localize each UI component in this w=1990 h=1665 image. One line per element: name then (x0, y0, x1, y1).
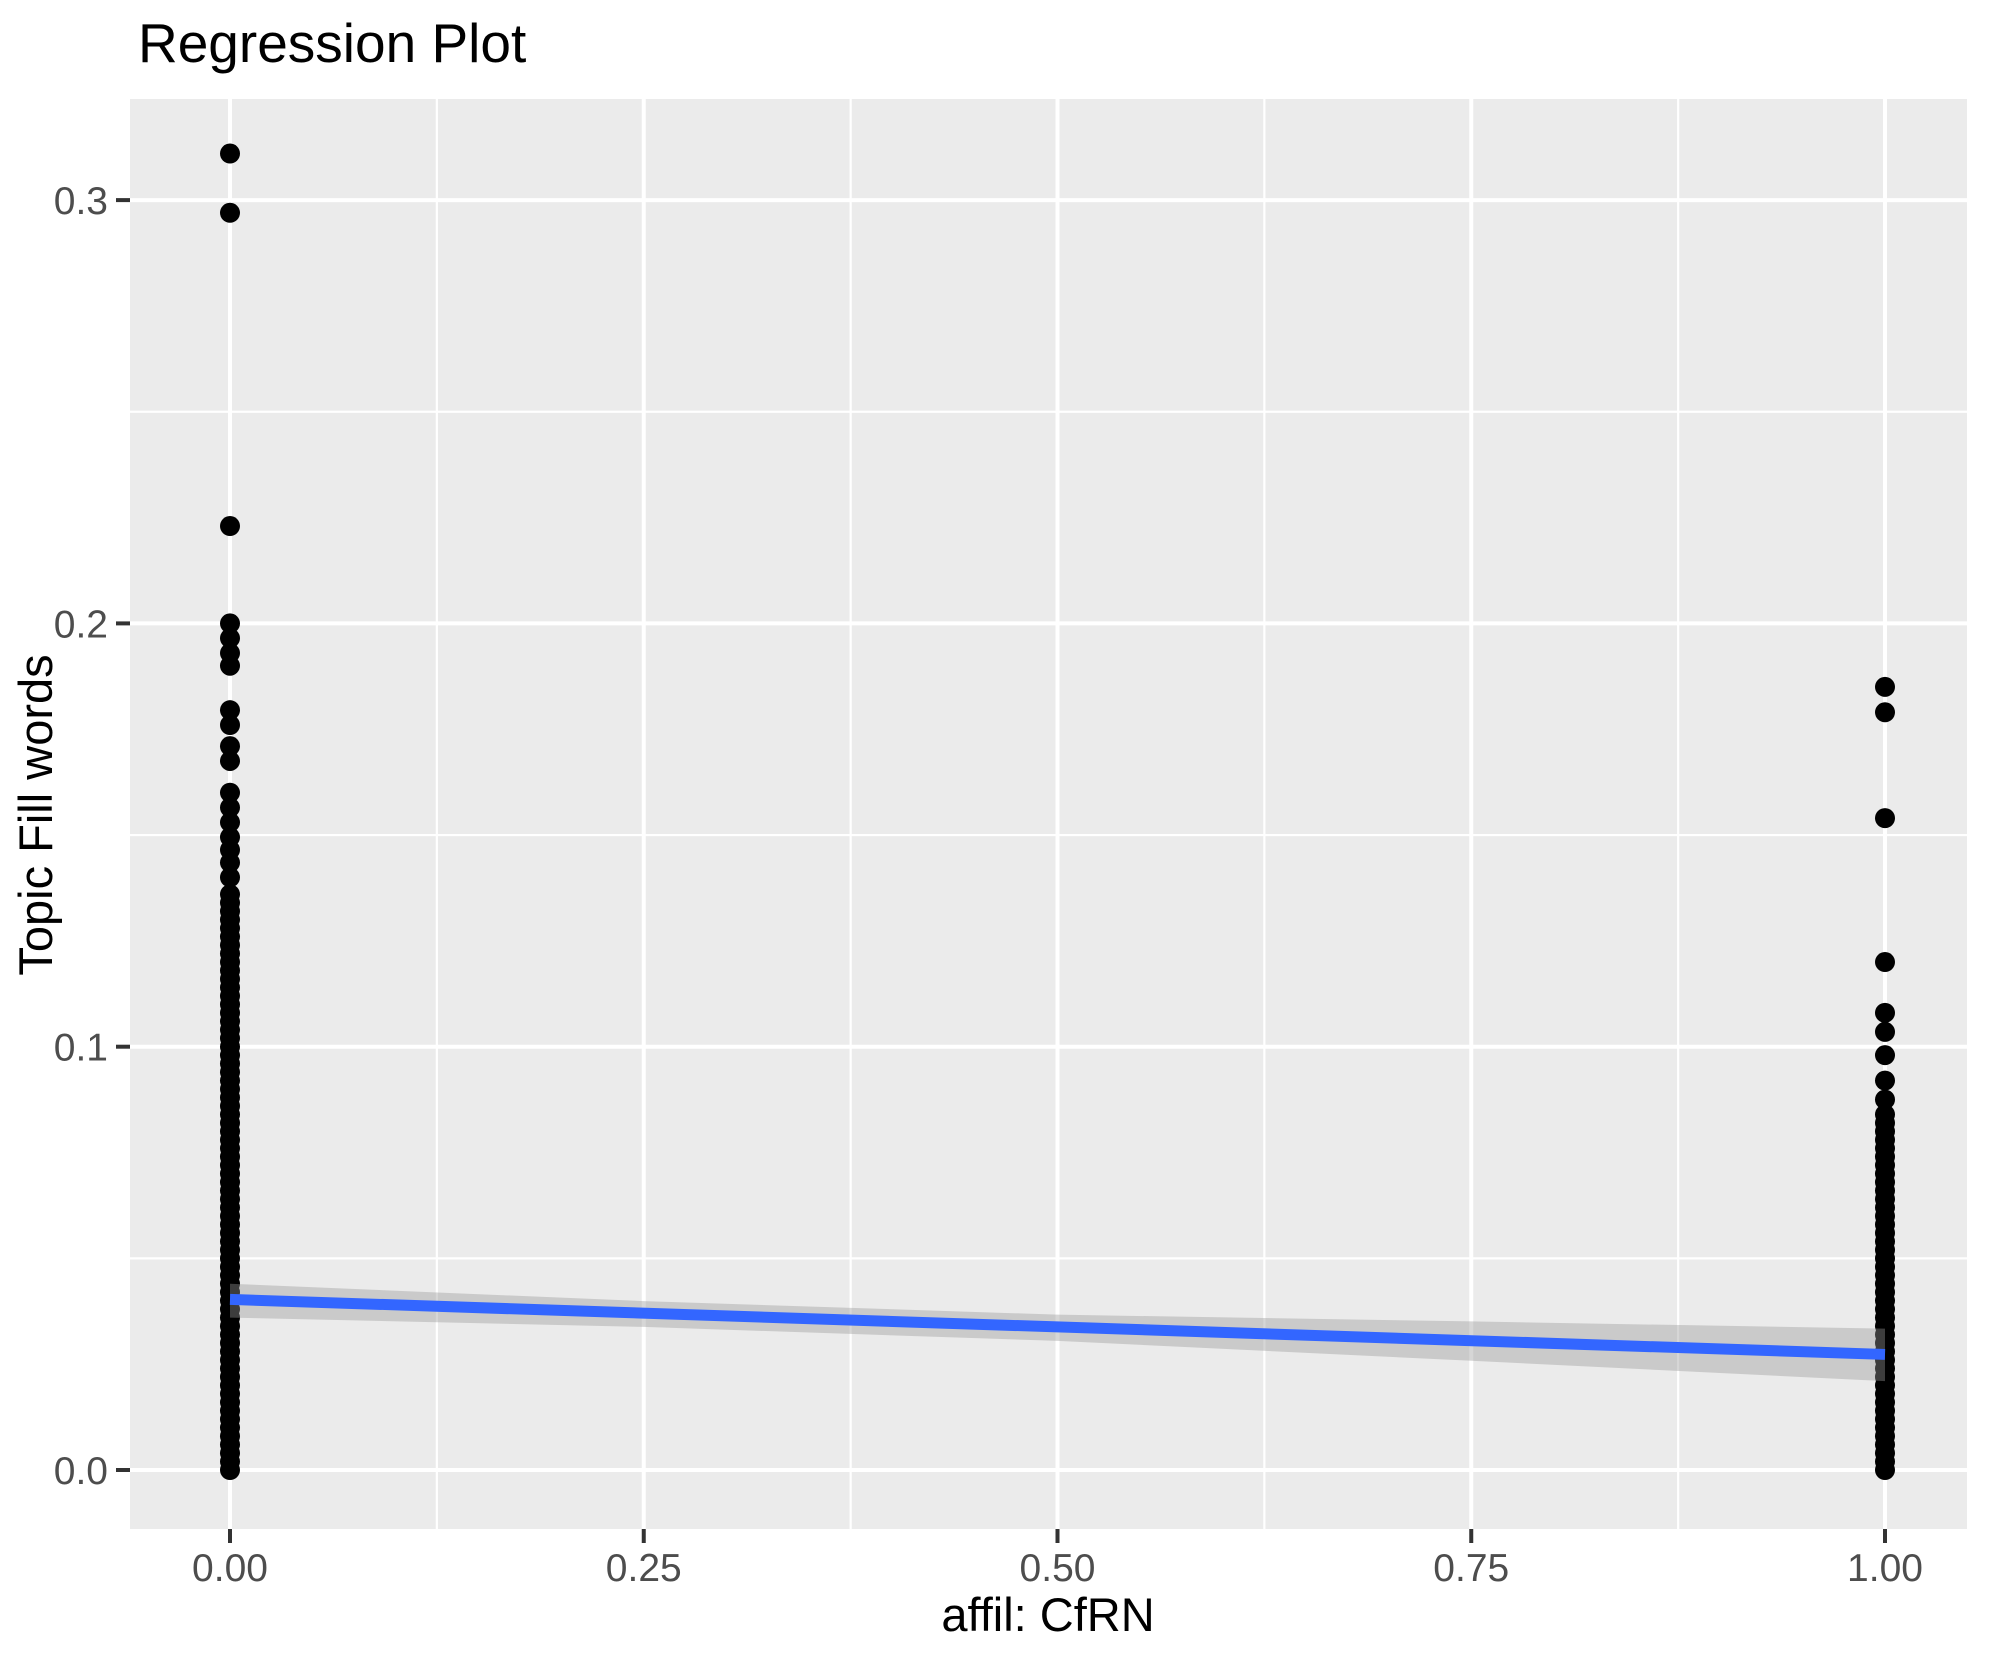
y-tick-label: 0.3 (54, 180, 108, 223)
data-point (220, 714, 240, 735)
regression-layer (229, 1283, 1886, 1382)
data-point (1875, 1104, 1895, 1125)
data-point (220, 202, 240, 223)
y-tick-label: 0.2 (54, 603, 108, 646)
data-point (1875, 676, 1895, 697)
y-axis-title: Topic Fill words (9, 654, 62, 975)
data-point (1875, 702, 1895, 723)
plot-title: Regression Plot (138, 12, 526, 74)
data-point (1875, 1045, 1895, 1066)
x-tick-label: 0.50 (1020, 1547, 1096, 1590)
data-point (1875, 1002, 1895, 1023)
scatter-points (220, 143, 1895, 1480)
y-tick-label: 0.1 (54, 1027, 108, 1070)
x-tick-label: 0.00 (192, 1547, 268, 1590)
x-tick-label: 0.75 (1433, 1547, 1509, 1590)
data-point (220, 516, 240, 537)
data-point (220, 884, 240, 905)
x-tick-label: 1.00 (1847, 1547, 1923, 1590)
data-point (1875, 952, 1895, 973)
data-point (1875, 1021, 1895, 1042)
data-point (220, 782, 240, 803)
y-tick-label: 0.0 (54, 1450, 108, 1493)
data-point (220, 613, 240, 634)
data-point (220, 143, 240, 164)
data-point (220, 827, 240, 848)
data-point (1875, 808, 1895, 829)
data-point (220, 643, 240, 664)
axis-ticks-and-labels: 0.00 0.25 0.50 0.75 1.00 0.0 0.1 0.2 0.3 (54, 180, 1923, 1590)
data-point (220, 628, 240, 649)
data-point (220, 797, 240, 818)
regression-line (229, 1293, 1886, 1360)
data-point (1875, 1089, 1895, 1110)
x-tick-label: 0.25 (606, 1547, 682, 1590)
x-axis-title: affil: CfRN (941, 1588, 1154, 1641)
gridlines (130, 99, 1967, 1529)
data-point (220, 750, 240, 771)
data-point (220, 867, 240, 888)
data-point (220, 700, 240, 721)
data-point (220, 736, 240, 757)
data-point (220, 812, 240, 833)
data-point (1875, 1070, 1895, 1091)
